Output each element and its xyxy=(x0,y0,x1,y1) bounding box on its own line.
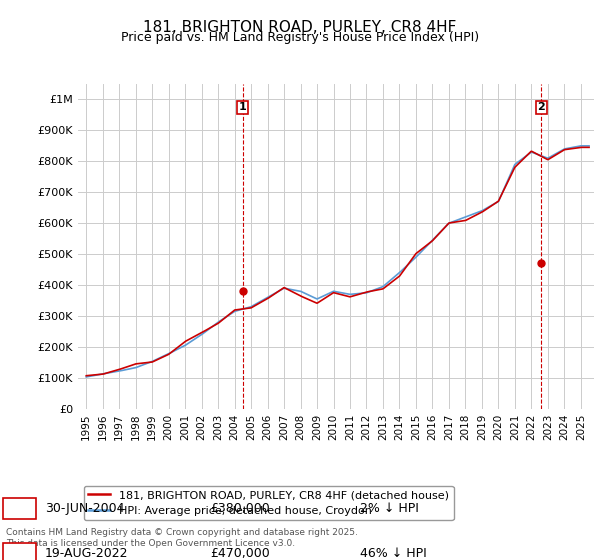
Legend: 181, BRIGHTON ROAD, PURLEY, CR8 4HF (detached house), HPI: Average price, detach: 181, BRIGHTON ROAD, PURLEY, CR8 4HF (det… xyxy=(83,486,454,520)
Text: 46% ↓ HPI: 46% ↓ HPI xyxy=(360,547,427,560)
Text: Price paid vs. HM Land Registry's House Price Index (HPI): Price paid vs. HM Land Registry's House … xyxy=(121,31,479,44)
Text: 19-AUG-2022: 19-AUG-2022 xyxy=(45,547,128,560)
Text: Contains HM Land Registry data © Crown copyright and database right 2025.
This d: Contains HM Land Registry data © Crown c… xyxy=(6,528,358,548)
Text: £470,000: £470,000 xyxy=(210,547,270,560)
Text: 2% ↓ HPI: 2% ↓ HPI xyxy=(360,502,419,515)
Text: £380,000: £380,000 xyxy=(210,502,270,515)
Text: 1: 1 xyxy=(239,102,247,112)
Text: 1: 1 xyxy=(16,502,24,515)
Text: 2: 2 xyxy=(16,547,24,560)
Text: 30-JUN-2004: 30-JUN-2004 xyxy=(45,502,125,515)
Text: 181, BRIGHTON ROAD, PURLEY, CR8 4HF: 181, BRIGHTON ROAD, PURLEY, CR8 4HF xyxy=(143,20,457,35)
Text: 2: 2 xyxy=(538,102,545,112)
